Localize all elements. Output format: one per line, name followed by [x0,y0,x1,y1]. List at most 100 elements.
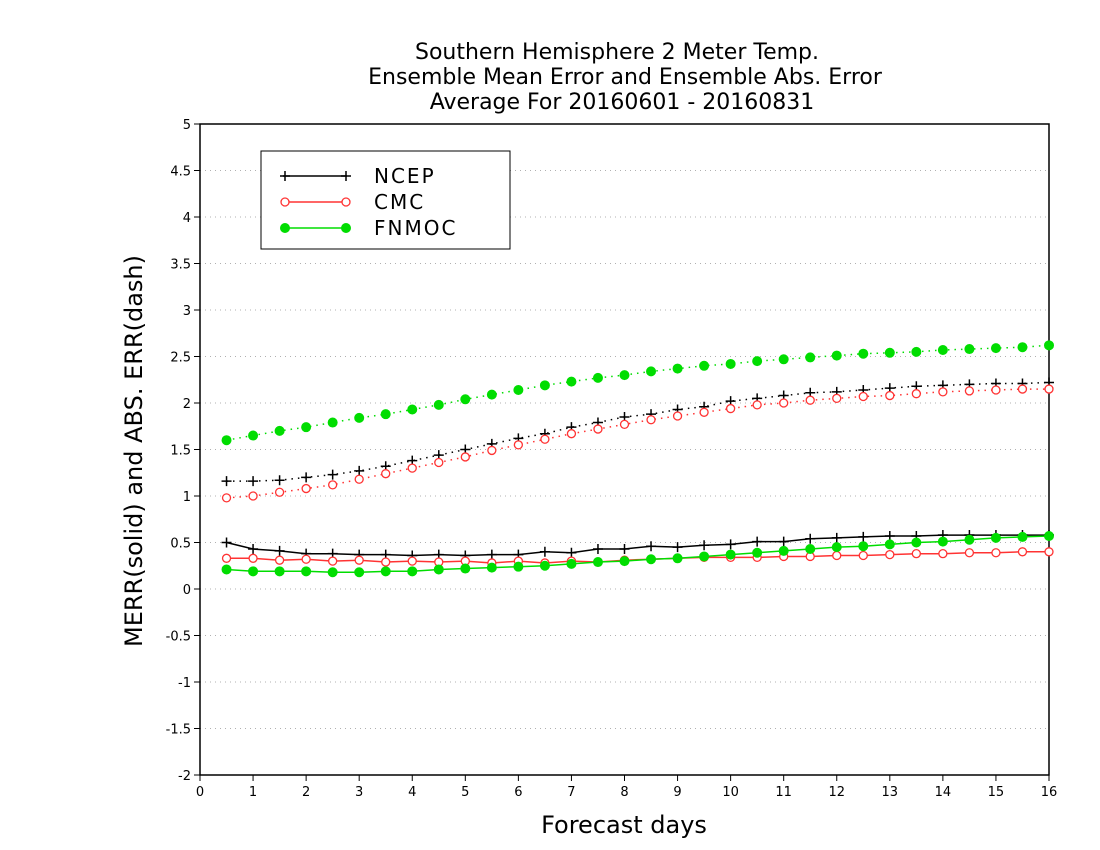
legend-marker-ncep [341,171,351,181]
fnmoc-mean-error-point [354,567,365,578]
cmc-abs-error-point [1017,384,1028,394]
cmc-mean-error-line [226,551,1049,564]
fnmoc-abs-error-point [301,422,312,433]
fnmoc-mean-error-point [778,545,789,556]
fnmoc-mean-error-point [433,564,444,575]
ncep-mean-error-point [274,545,285,556]
fnmoc-abs-error-line [226,344,1050,441]
fnmoc-abs-error-point [937,344,948,355]
cmc-abs-error-point [964,386,975,396]
fnmoc-mean-error-point [274,566,285,577]
ncep-mean-error-point [539,546,550,557]
cmc-abs-error-point [513,440,524,450]
fnmoc-abs-error-point [274,425,285,436]
cmc-abs-error-point [540,434,550,444]
fnmoc-mean-error-point [566,558,577,569]
chart-title-line-1: Southern Hemisphere 2 Meter Temp. [415,40,819,65]
ncep-abs-error-point [354,465,365,476]
fnmoc-abs-error-point [327,417,338,428]
y-tick-label: 2.5 [170,351,191,366]
fnmoc-abs-error-point [592,372,603,383]
fnmoc-abs-error-point [990,343,1001,354]
cmc-mean-error-point [301,554,311,564]
cmc-mean-error-point [911,549,921,559]
cmc-abs-error-point [593,424,603,434]
y-tick-label: 3 [183,304,191,319]
fnmoc-abs-error-point [858,348,869,359]
x-tick-label: 4 [408,785,416,800]
cmc-abs-error-point [752,400,762,410]
cmc-abs-error-point [699,407,709,417]
y-tick-label: 1.5 [170,444,191,459]
x-tick-label: 13 [882,785,899,800]
fnmoc-abs-error-point [513,384,524,395]
fnmoc-mean-error-point [486,562,497,573]
x-tick-label: 1 [249,785,257,800]
fnmoc-mean-error-point [327,567,338,578]
legend-box [260,150,511,250]
fnmoc-abs-error-point [1044,340,1054,351]
fnmoc-abs-error-point [672,363,683,374]
legend-marker-cmc [280,197,290,207]
cmc-abs-error-point [354,474,364,484]
fnmoc-mean-error-point [990,532,1001,543]
cmc-abs-error-point [858,391,868,402]
x-tick-label: 16 [1041,785,1058,800]
fnmoc-mean-error-point [911,537,922,548]
fnmoc-abs-error-point [964,344,975,355]
cmc-mean-error-point [248,553,258,563]
cmc-abs-error-point [301,483,311,494]
x-tick-label: 10 [722,785,739,800]
x-tick-label: 14 [935,785,952,800]
fnmoc-mean-error-point [672,553,683,564]
y-tick-label: 0 [183,583,191,598]
fnmoc-abs-error-point [911,346,922,357]
ncep-mean-error-point [566,547,577,558]
y-tick-label: 4.5 [170,165,191,180]
legend-label-cmc: CMC [374,190,425,214]
legend-label-fnmoc: FNMOC [374,216,457,240]
y-tick-label: 2 [183,397,191,412]
fnmoc-abs-error-point [539,380,550,391]
chart-title-line-3: Average For 20160601 - 20160831 [430,90,815,115]
cmc-abs-error-point [725,403,736,414]
x-tick-label: 0 [196,785,204,800]
fnmoc-mean-error-point [301,566,312,577]
ncep-abs-error-line [226,381,1050,482]
fnmoc-mean-error-point [725,549,736,560]
fnmoc-mean-error-point [805,544,816,555]
fnmoc-mean-error-point [1044,530,1054,541]
fnmoc-abs-error-point [486,389,497,400]
fnmoc-abs-error-point [725,358,736,369]
fnmoc-abs-error-point [380,409,391,420]
fnmoc-mean-error-point [858,541,869,552]
cmc-mean-error-point [1044,547,1054,557]
ncep-mean-error-point [752,536,763,547]
ncep-mean-error-point [672,542,683,553]
fnmoc-mean-error-point [884,539,895,550]
cmc-abs-error-point [619,419,630,430]
y-tick-label: 0.5 [170,537,191,552]
fnmoc-abs-error-point [433,399,444,410]
series-fnmoc [221,340,1054,578]
x-tick-label: 8 [620,785,628,800]
ncep-mean-error-point [884,530,895,541]
fnmoc-abs-error-point [460,394,471,405]
cmc-abs-error-point [381,469,391,479]
y-tick-label: -1 [178,676,191,691]
cmc-abs-error-point [221,493,232,503]
legend-item-ncep: NCEP [280,164,434,188]
cmc-mean-error-point [832,550,842,561]
cmc-mean-error-point [407,556,417,566]
cmc-abs-error-point [779,398,789,408]
legend-item-fnmoc: FNMOC [280,216,457,240]
chart-title-line-2: Ensemble Mean Error and Ensemble Abs. Er… [368,65,883,90]
cmc-mean-error-point [858,550,868,561]
cmc-abs-error-point [274,487,285,497]
fnmoc-abs-error-point [407,404,418,415]
fnmoc-mean-error-point [592,557,603,568]
y-tick-label: -0.5 [166,630,191,645]
ncep-mean-error-point [248,544,259,555]
ncep-mean-error-point [858,531,869,542]
x-tick-label: 3 [355,785,363,800]
